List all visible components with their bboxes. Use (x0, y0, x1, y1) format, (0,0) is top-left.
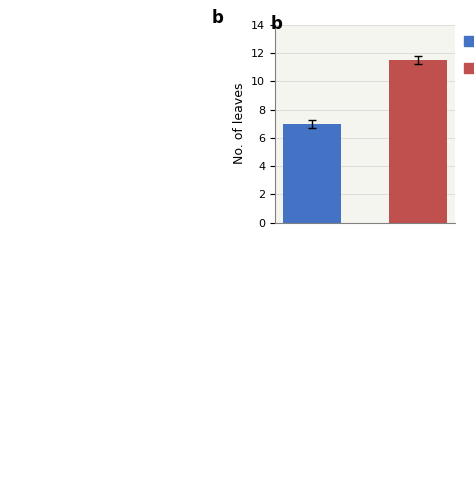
Legend: 0 days in rooting
medium, 30 days in rooting
medium: 0 days in rooting medium, 30 days in roo… (464, 30, 474, 79)
Text: b: b (270, 15, 282, 33)
Bar (389, 60, 447, 223)
Bar (283, 124, 341, 223)
Y-axis label: No. of leaves: No. of leaves (233, 83, 246, 164)
Text: b: b (212, 9, 224, 27)
